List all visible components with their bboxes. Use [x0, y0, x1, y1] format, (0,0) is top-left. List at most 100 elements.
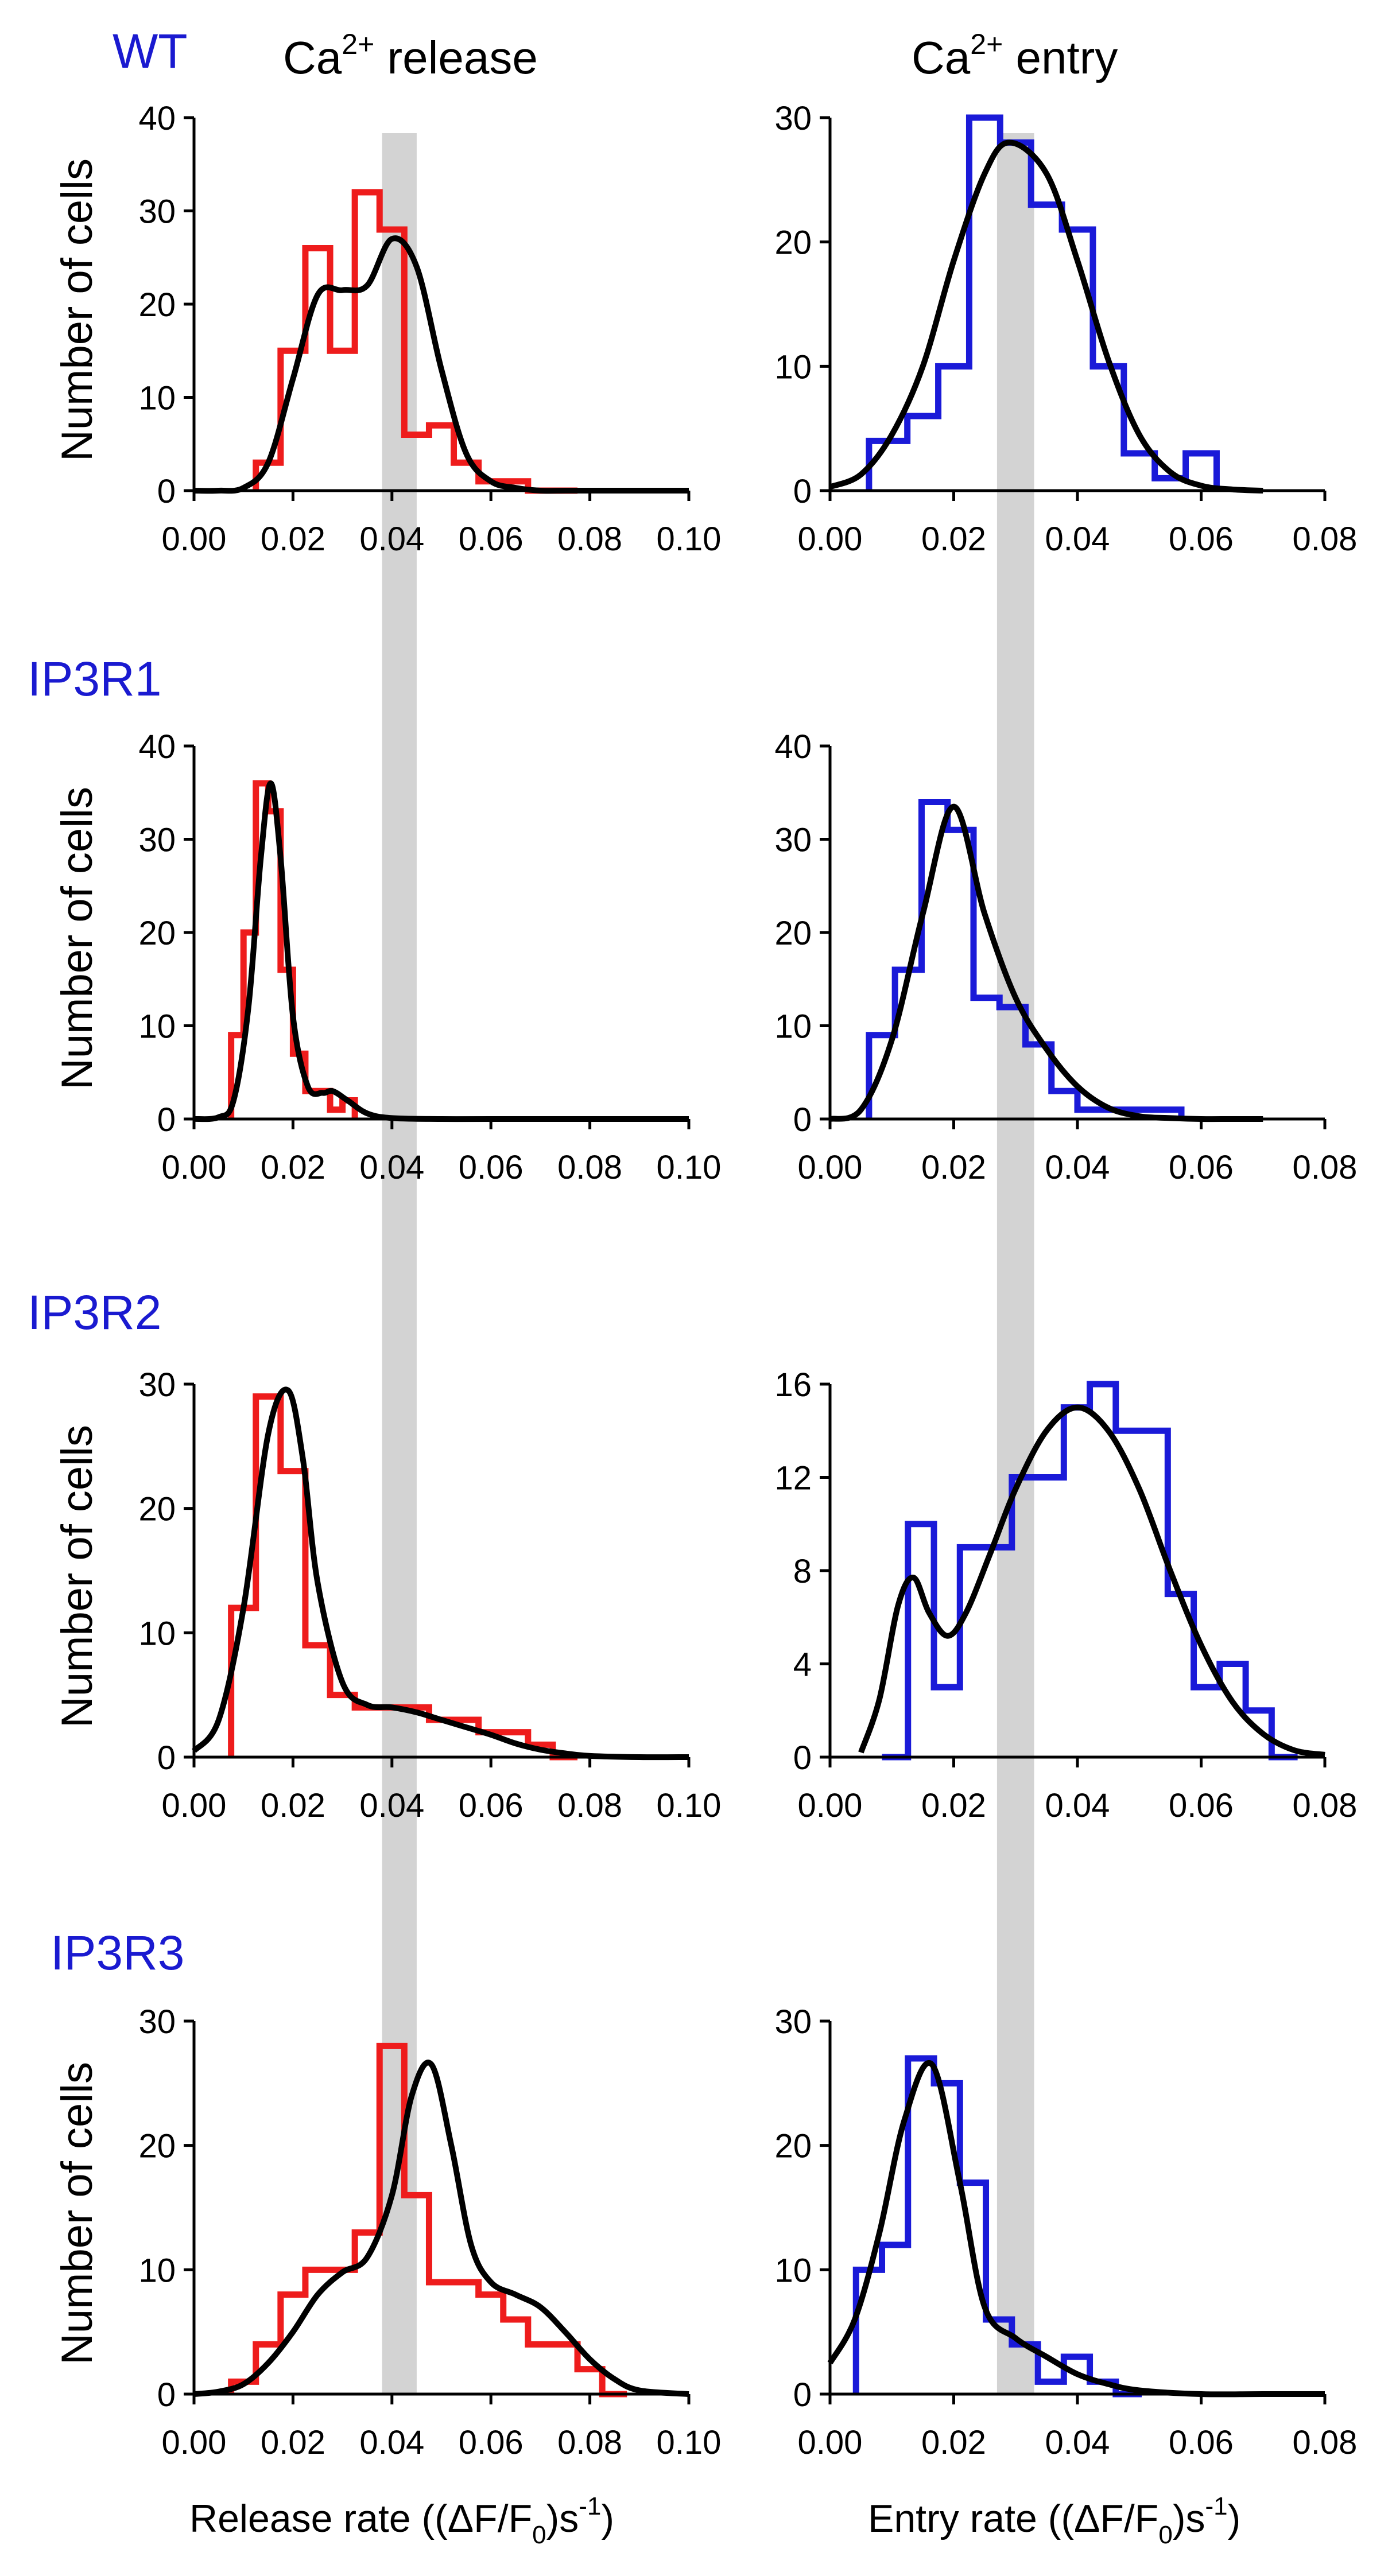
x-tick-label-ip3r1-entry: 0.00 — [798, 1149, 863, 1186]
x-tick-label-wt-release: 0.00 — [162, 520, 227, 558]
panel-ip3r3-release: 0 10 20 30 0.00 0.02 0.04 0.06 0.08 0.10 Number of… — [53, 2003, 721, 2461]
x-tick-label-ip3r2-release: 0.00 — [162, 1787, 227, 1824]
x-tick-label-wt-entry: 0.04 — [1045, 520, 1110, 558]
x-tick-label-ip3r1-release: 0.08 — [557, 1149, 622, 1186]
x-tick-label-ip3r3-entry: 0.08 — [1293, 2424, 1358, 2461]
row-label-wt: WT — [113, 24, 188, 78]
y-tick-label-wt-release: 40 — [138, 100, 176, 137]
fit-curve-wt-release — [193, 235, 689, 494]
x-tick-label-ip3r2-release: 0.08 — [557, 1787, 622, 1824]
x-tick-label-ip3r2-entry: 0.02 — [921, 1787, 986, 1824]
y-tick-label-ip3r2-entry: 8 — [793, 1553, 812, 1590]
y-tick-label-ip3r1-entry: 20 — [774, 915, 812, 952]
y-tick-label-wt-entry: 0 — [793, 473, 812, 510]
x-tick-label-ip3r1-entry: 0.02 — [921, 1149, 986, 1186]
x-tick-label-ip3r3-release: 0.08 — [557, 2424, 622, 2461]
y-tick-label-ip3r1-entry: 30 — [774, 822, 812, 859]
y-axis-title-ip3r2: Number of cells — [53, 1425, 102, 1728]
x-tick-label-ip3r1-entry: 0.04 — [1045, 1149, 1110, 1186]
y-tick-label-ip3r1-release: 30 — [138, 822, 176, 859]
fit-curve-ip3r1-entry — [829, 803, 1263, 1122]
y-tick-label-ip3r3-release: 20 — [138, 2128, 176, 2165]
x-tick-label-wt-release: 0.10 — [657, 520, 722, 558]
x-tick-label-wt-release: 0.08 — [557, 520, 622, 558]
y-tick-label-ip3r3-release: 0 — [157, 2376, 176, 2414]
y-tick-label-ip3r1-release: 20 — [138, 915, 176, 952]
x-tick-label-ip3r2-release: 0.02 — [261, 1787, 325, 1824]
histogram-wt-entry — [866, 114, 1220, 491]
x-tick-label-ip3r2-release: 0.10 — [657, 1787, 722, 1824]
fit-curve-ip3r2-entry — [858, 1404, 1325, 1758]
x-tick-label-ip3r3-release: 0.04 — [359, 2424, 424, 2461]
highlight-band-entry — [996, 133, 1034, 2394]
y-tick-label-ip3r2-release: 30 — [138, 1366, 176, 1404]
highlight-band-release — [382, 133, 417, 2394]
panel-ip3r3-entry: 0 10 20 30 0.00 0.02 0.04 0.06 0.08 — [774, 2003, 1357, 2461]
y-tick-label-wt-release: 0 — [157, 473, 176, 510]
fit-curve-ip3r2-release — [192, 1386, 689, 1761]
x-axis-title-entry: Entry rate ((ΔF/F0)s-1) — [868, 2492, 1240, 2549]
x-tick-label-wt-entry: 0.06 — [1169, 520, 1234, 558]
y-tick-label-ip3r3-release: 10 — [138, 2252, 176, 2289]
y-tick-label-ip3r2-release: 10 — [138, 1615, 176, 1652]
y-tick-label-ip3r1-entry: 40 — [774, 728, 812, 766]
row-label-ip3r2: IP3R2 — [28, 1285, 161, 1339]
y-axis-title-ip3r1: Number of cells — [53, 787, 102, 1090]
x-tick-label-ip3r2-release: 0.04 — [359, 1787, 424, 1824]
x-tick-label-ip3r1-release: 0.00 — [162, 1149, 227, 1186]
y-tick-label-wt-release: 20 — [138, 286, 176, 324]
histogram-ip3r3-entry — [852, 2055, 1142, 2398]
y-tick-label-ip3r2-release: 0 — [157, 1739, 176, 1777]
x-tick-label-wt-entry: 0.02 — [921, 520, 986, 558]
y-tick-label-wt-release: 10 — [138, 380, 176, 417]
x-tick-label-ip3r3-entry: 0.06 — [1169, 2424, 1234, 2461]
histogram-ip3r2-entry — [882, 1381, 1298, 1761]
y-tick-label-wt-entry: 30 — [774, 100, 812, 137]
row-label-ip3r3: IP3R3 — [51, 1926, 184, 1980]
x-tick-label-ip3r1-entry: 0.06 — [1169, 1149, 1234, 1186]
x-tick-label-wt-entry: 0.00 — [798, 520, 863, 558]
y-tick-label-ip3r1-entry: 0 — [793, 1101, 812, 1139]
panel-wt-release: 0 10 20 30 40 0.00 0.02 0.04 0.06 0.08 0.10 Number … — [53, 100, 721, 558]
x-tick-label-wt-release: 0.02 — [261, 520, 325, 558]
y-tick-label-wt-entry: 10 — [774, 348, 812, 386]
x-tick-label-ip3r2-entry: 0.06 — [1169, 1787, 1234, 1824]
x-tick-label-wt-release: 0.04 — [359, 520, 424, 558]
panel-ip3r1-entry: 0 10 20 30 40 0.00 0.02 0.04 0.06 0.08 — [774, 728, 1357, 1186]
y-tick-label-ip3r1-release: 40 — [138, 728, 176, 766]
panel-ip3r1-release: 0 10 20 30 40 0.00 0.02 0.04 0.06 0.08 0.10 Number … — [53, 728, 721, 1186]
x-tick-label-ip3r3-entry: 0.00 — [798, 2424, 863, 2461]
y-tick-label-ip3r3-entry: 20 — [774, 2128, 812, 2165]
y-tick-label-ip3r3-entry: 30 — [774, 2003, 812, 2041]
y-tick-label-ip3r2-entry: 16 — [774, 1366, 812, 1404]
y-tick-label-ip3r3-entry: 0 — [793, 2376, 812, 2414]
x-tick-label-ip3r1-release: 0.04 — [359, 1149, 424, 1186]
y-tick-label-ip3r1-release: 0 — [157, 1101, 176, 1139]
x-tick-label-ip3r2-entry: 0.04 — [1045, 1787, 1110, 1824]
x-tick-label-ip3r3-release: 0.02 — [261, 2424, 325, 2461]
histogram-ip3r3-release — [228, 2042, 627, 2398]
fit-curve-ip3r3-release — [193, 2060, 689, 2397]
x-tick-label-ip3r3-entry: 0.04 — [1045, 2424, 1110, 2461]
x-tick-label-ip3r3-release: 0.06 — [459, 2424, 524, 2461]
x-tick-label-ip3r1-release: 0.02 — [261, 1149, 325, 1186]
fit-curve-wt-entry — [829, 139, 1263, 494]
y-tick-label-ip3r3-entry: 10 — [774, 2252, 812, 2289]
x-tick-label-wt-release: 0.06 — [459, 520, 524, 558]
y-tick-label-ip3r2-release: 20 — [138, 1491, 176, 1528]
y-tick-label-wt-release: 30 — [138, 193, 176, 231]
x-tick-label-ip3r2-entry: 0.08 — [1293, 1787, 1358, 1824]
y-tick-label-ip3r2-entry: 0 — [793, 1739, 812, 1777]
y-axis-title-wt: Number of cells — [53, 158, 102, 461]
histogram-ip3r1-release — [228, 780, 358, 1119]
panel-ip3r2-entry: 0 4 8 12 16 0.00 0.02 0.04 0.06 0.08 — [774, 1366, 1357, 1824]
y-tick-label-ip3r2-entry: 4 — [793, 1646, 812, 1684]
x-tick-label-ip3r3-release: 0.00 — [162, 2424, 227, 2461]
panel-ip3r2-release: 0 10 20 30 0.00 0.02 0.04 0.06 0.08 0.10 Number of… — [53, 1366, 721, 1824]
column-title-entry: Ca2+ entry — [912, 28, 1118, 83]
y-axis-title-ip3r3: Number of cells — [53, 2062, 102, 2365]
x-axis-title-release: Release rate ((ΔF/F0)s-1) — [189, 2492, 614, 2549]
fit-curve-ip3r3-entry — [827, 2060, 1325, 2398]
x-tick-label-ip3r1-release: 0.10 — [657, 1149, 722, 1186]
